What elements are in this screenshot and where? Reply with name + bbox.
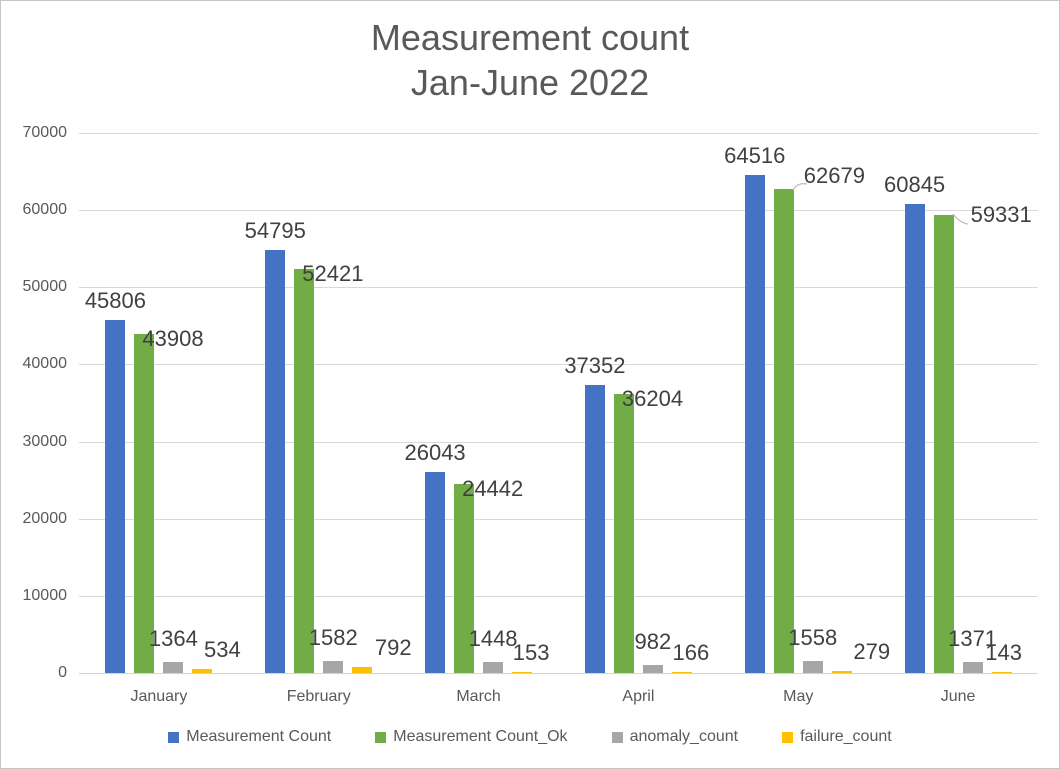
x-tick-label: March <box>456 688 501 705</box>
bar-measurement-count-ok <box>773 189 794 673</box>
y-tick-label: 0 <box>58 664 67 681</box>
bar-failure-count <box>512 671 533 673</box>
leader-line <box>792 183 807 191</box>
x-tick-label: April <box>622 688 655 705</box>
data-label-anomaly-count: 1364 <box>148 626 198 652</box>
data-label-measurement-count: 64516 <box>724 143 786 169</box>
data-label-measurement-count-ok: 62679 <box>803 163 865 189</box>
bar-measurement-count-ok <box>613 393 634 673</box>
x-axis-line <box>79 673 1038 674</box>
data-label-measurement-count-ok: 43908 <box>142 326 204 352</box>
bar-anomaly-count <box>642 665 663 673</box>
bar-failure-count <box>352 666 373 673</box>
data-label-anomaly-count: 1371 <box>948 626 998 652</box>
y-gridline <box>79 595 1038 597</box>
legend: Measurement Count Measurement Count_Ok a… <box>1 728 1059 746</box>
bar-measurement-count <box>265 250 286 673</box>
y-gridline <box>79 133 1038 134</box>
bar-anomaly-count <box>962 662 983 673</box>
bar-failure-count <box>991 671 1012 673</box>
data-label-measurement-count: 45806 <box>84 287 146 313</box>
data-label-anomaly-count: 1558 <box>788 624 838 650</box>
y-gridline <box>79 441 1038 443</box>
legend-item-failure-count: failure_count <box>782 728 892 746</box>
bar-anomaly-count <box>323 660 344 673</box>
data-label-failure-count: 166 <box>672 639 710 665</box>
legend-label-anomaly-count: anomaly_count <box>629 728 739 745</box>
bar-measurement-count <box>105 319 126 673</box>
data-label-measurement-count: 26043 <box>404 440 466 466</box>
y-gridline <box>79 364 1038 366</box>
leader-line <box>952 213 968 225</box>
y-tick-label: 50000 <box>22 278 68 296</box>
legend-label-measurement-count: Measurement Count <box>186 728 332 745</box>
y-tick-label: 10000 <box>22 586 68 604</box>
y-tick-label: 60000 <box>22 201 68 219</box>
y-tick-label: 70000 <box>22 124 68 141</box>
data-label-anomaly-count: 1448 <box>468 625 518 651</box>
data-label-measurement-count: 60845 <box>883 171 946 197</box>
bar-measurement-count-ok <box>134 334 155 673</box>
x-tick-label: May <box>783 688 814 705</box>
bar-anomaly-count <box>163 662 184 673</box>
x-tick-label: June <box>940 688 976 705</box>
bar-measurement-count <box>425 472 446 673</box>
legend-item-anomaly-count: anomaly_count <box>611 728 739 746</box>
legend-swatch-measurement-count-icon <box>168 731 180 743</box>
data-label-failure-count: 534 <box>204 636 241 662</box>
legend-swatch-anomaly-count-icon <box>611 731 623 743</box>
legend-label-failure-count: failure_count <box>800 728 892 745</box>
data-label-measurement-count: 54795 <box>244 218 306 244</box>
data-label-measurement-count: 37352 <box>564 352 626 378</box>
legend-label-measurement-count-ok: Measurement Count_Ok <box>393 728 568 745</box>
data-label-failure-count: 279 <box>853 638 891 664</box>
data-label-measurement-count-ok: 59331 <box>970 202 1032 228</box>
y-tick-label: 20000 <box>22 509 68 527</box>
y-gridline <box>79 287 1038 289</box>
bar-failure-count <box>671 671 692 673</box>
legend-swatch-failure-count-icon <box>782 731 794 743</box>
legend-swatch-measurement-count-ok-icon <box>375 731 387 743</box>
legend-item-measurement-count: Measurement Count <box>168 728 331 746</box>
x-tick-label: January <box>130 688 188 705</box>
x-tick-label: February <box>286 688 351 705</box>
bar-measurement-count <box>744 175 765 673</box>
data-label-measurement-count-ok: 24442 <box>462 476 524 502</box>
data-label-failure-count: 153 <box>512 639 550 665</box>
bar-anomaly-count <box>802 660 823 673</box>
chart-subtitle: Jan-June 2022 <box>410 62 650 103</box>
y-tick-label: 30000 <box>22 432 68 450</box>
bar-failure-count <box>831 670 852 673</box>
data-label-measurement-count-ok: 52421 <box>302 260 364 286</box>
bar-measurement-count <box>584 384 605 673</box>
data-label-failure-count: 143 <box>985 639 1022 665</box>
bar-measurement-count <box>904 203 925 673</box>
bar-failure-count <box>192 668 213 673</box>
chart-title: Measurement count <box>370 17 690 58</box>
chart-title-block: Measurement count Jan-June 2022 <box>1 15 1059 105</box>
bar-measurement-count-ok <box>933 215 954 673</box>
y-gridline <box>79 518 1038 520</box>
y-tick-label: 40000 <box>22 355 68 373</box>
y-gridline <box>79 210 1038 212</box>
data-label-anomaly-count: 1582 <box>308 624 358 650</box>
data-label-failure-count: 792 <box>374 634 412 660</box>
bar-anomaly-count <box>483 661 504 673</box>
bar-measurement-count-ok <box>454 484 475 673</box>
legend-item-measurement-count-ok: Measurement Count_Ok <box>375 728 568 746</box>
data-label-measurement-count-ok: 36204 <box>621 385 684 411</box>
bar-measurement-count-ok <box>294 268 315 673</box>
data-label-anomaly-count: 982 <box>634 629 672 655</box>
